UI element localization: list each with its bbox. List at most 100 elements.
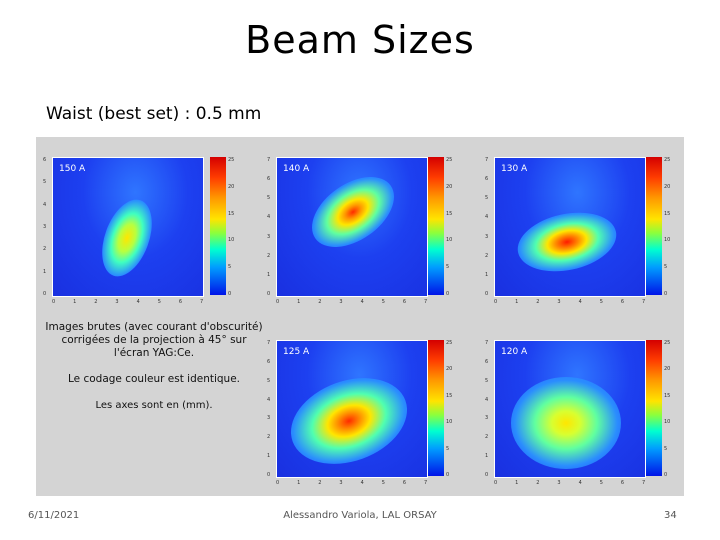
x-tick-label: 5 (599, 480, 603, 486)
x-tick-label: 3 (115, 299, 119, 305)
y-tick-label: 6 (43, 157, 47, 163)
beam-plot-130a: 130 A 7 6 5 4 3 2 1 0 0 1 2 3 4 5 6 7 25 20 15 10 5 0 (485, 157, 680, 305)
x-tick-label: 4 (578, 299, 582, 305)
colorbar-tick-label: 5 (446, 264, 450, 271)
x-tick-label: 2 (536, 480, 540, 486)
beam-image: 140 A (276, 157, 428, 297)
colorbar-tick-label: 10 (446, 237, 453, 244)
x-tick-label: 6 (178, 299, 183, 305)
colorbar-tick-label: 25 (664, 157, 671, 163)
colorbar-tick-label: 15 (664, 392, 671, 399)
image-description: Images brutes (avec courant d'obscurité)… (38, 321, 270, 360)
colorbar-tick-label: 5 (664, 264, 668, 271)
colorbar-tick-label: 25 (446, 340, 453, 346)
footer-author: Alessandro Variola, LAL ORSAY (283, 510, 437, 521)
description-line: Images brutes (avec courant d'obscurité) (45, 321, 263, 333)
description-line: l'écran YAG:Ce. (113, 347, 195, 359)
x-tick-label: 4 (136, 299, 140, 305)
y-tick-label: 6 (485, 358, 489, 365)
beam-spot (278, 362, 420, 477)
y-tick-label: 1 (267, 271, 271, 278)
x-tick-label: 4 (360, 299, 364, 305)
beam-spot (511, 377, 621, 469)
y-tick-label: 0 (267, 291, 271, 297)
x-tick-label: 0 (276, 299, 280, 305)
x-tick-label: 7 (424, 480, 428, 486)
y-tick-label: 7 (267, 340, 271, 346)
colorbar-tick-label: 10 (664, 237, 671, 244)
slide-subtitle: Waist (best set) : 0.5 mm (46, 104, 262, 124)
colorbar (210, 157, 226, 295)
x-tick-label: 0 (52, 299, 56, 305)
y-tick-label: 7 (267, 157, 271, 163)
x-tick-label: 6 (402, 299, 407, 305)
slide-title: Beam Sizes (245, 18, 475, 62)
y-tick-label: 5 (485, 377, 489, 384)
beam-plot-150a: 150 A 6 5 4 3 2 1 0 0 1 2 3 4 5 6 7 25 20 15 10 5 0 (43, 157, 238, 305)
colorbar-tick-label: 0 (664, 472, 668, 478)
current-label: 125 A (283, 347, 310, 357)
x-tick-label: 6 (620, 299, 625, 305)
x-tick-label: 0 (494, 480, 498, 486)
beam-image: 150 A (52, 157, 204, 297)
colorbar-tick-label: 10 (228, 237, 235, 244)
beam-image: 125 A (276, 340, 428, 478)
current-label: 120 A (501, 347, 528, 357)
beam-plot-140a: 140 A 7 6 5 4 3 2 1 0 0 1 2 3 4 5 6 7 25 20 15 10 5 0 (267, 157, 462, 305)
y-tick-label: 5 (485, 195, 489, 202)
y-tick-label: 6 (267, 176, 271, 183)
y-tick-label: 4 (43, 201, 47, 208)
x-tick-label: 7 (424, 299, 428, 305)
x-tick-label: 1 (515, 480, 519, 486)
x-tick-label: 1 (515, 299, 519, 305)
y-tick-label: 0 (485, 472, 489, 478)
colorbar-tick-label: 0 (446, 472, 450, 478)
colorbar-tick-label: 20 (664, 183, 671, 190)
colorbar (646, 157, 662, 295)
footer-page-number: 34 (664, 510, 677, 521)
beam-spot (299, 162, 407, 262)
colorbar-tick-label: 20 (228, 183, 235, 190)
y-tick-label: 6 (485, 176, 489, 183)
colorbar-tick-label: 15 (228, 210, 235, 217)
x-tick-label: 6 (620, 480, 625, 486)
x-tick-label: 5 (381, 480, 385, 486)
y-tick-label: 1 (485, 271, 489, 278)
y-tick-label: 2 (43, 246, 47, 253)
y-tick-label: 2 (485, 434, 489, 441)
colorbar-tick-label: 20 (446, 366, 453, 373)
y-tick-label: 3 (267, 233, 271, 240)
colorbar-tick-label: 25 (664, 340, 671, 346)
y-tick-label: 1 (43, 268, 47, 275)
x-tick-label: 1 (297, 299, 301, 305)
y-tick-label: 3 (485, 415, 489, 422)
y-tick-label: 2 (267, 252, 271, 259)
colorbar-tick-label: 5 (664, 445, 668, 452)
current-label: 130 A (501, 164, 528, 174)
y-tick-label: 3 (485, 233, 489, 240)
colorbar-tick-label: 0 (228, 291, 232, 297)
y-tick-label: 4 (485, 396, 489, 403)
colorbar-tick-label: 25 (228, 157, 235, 163)
y-tick-label: 1 (485, 453, 489, 460)
x-tick-label: 1 (297, 480, 301, 486)
colorbar-tick-label: 25 (446, 157, 453, 163)
beam-image: 120 A (494, 340, 646, 478)
y-tick-label: 1 (267, 453, 271, 460)
colorbar (428, 340, 444, 476)
current-label: 150 A (59, 164, 86, 174)
colorbar (428, 157, 444, 295)
x-tick-label: 4 (360, 480, 364, 486)
colorbar-tick-label: 15 (446, 210, 453, 217)
x-tick-label: 0 (276, 480, 280, 486)
x-tick-label: 4 (578, 480, 582, 486)
colorbar-tick-label: 0 (664, 291, 668, 297)
x-tick-label: 6 (402, 480, 407, 486)
x-tick-label: 0 (494, 299, 498, 305)
colorbar-tick-label: 15 (446, 392, 453, 399)
x-tick-label: 2 (536, 299, 540, 305)
x-tick-label: 5 (381, 299, 385, 305)
x-tick-label: 7 (642, 480, 646, 486)
colorbar-tick-label: 5 (228, 264, 232, 271)
